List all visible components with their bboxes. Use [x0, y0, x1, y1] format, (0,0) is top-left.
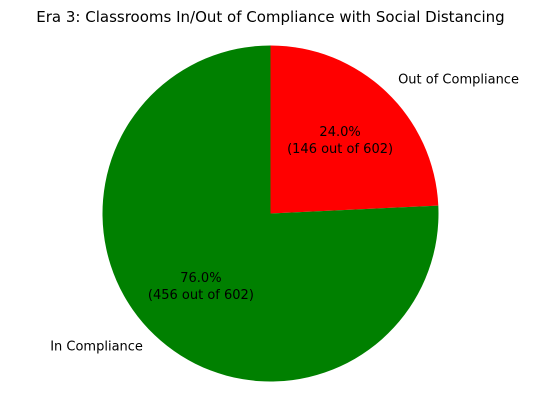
- pie-slice-out-of-compliance: [270, 45, 439, 214]
- slice-label-out-of-compliance: Out of Compliance: [398, 72, 519, 87]
- chart-title: Era 3: Classrooms In/Out of Compliance w…: [36, 8, 504, 26]
- slice-percent-in-compliance: 76.0%: [180, 271, 221, 286]
- pie-slice-in-compliance: [102, 45, 439, 382]
- pie-labels: Out of Compliance 24.0% (146 out of 602) In…: [50, 72, 519, 354]
- slice-count-in-compliance: (456 out of 602): [148, 288, 254, 303]
- pie-slices: [102, 45, 439, 382]
- slice-percent-out-of-compliance: 24.0%: [319, 125, 360, 140]
- slice-label-in-compliance: In Compliance: [50, 340, 143, 355]
- slice-count-out-of-compliance: (146 out of 602): [287, 142, 393, 157]
